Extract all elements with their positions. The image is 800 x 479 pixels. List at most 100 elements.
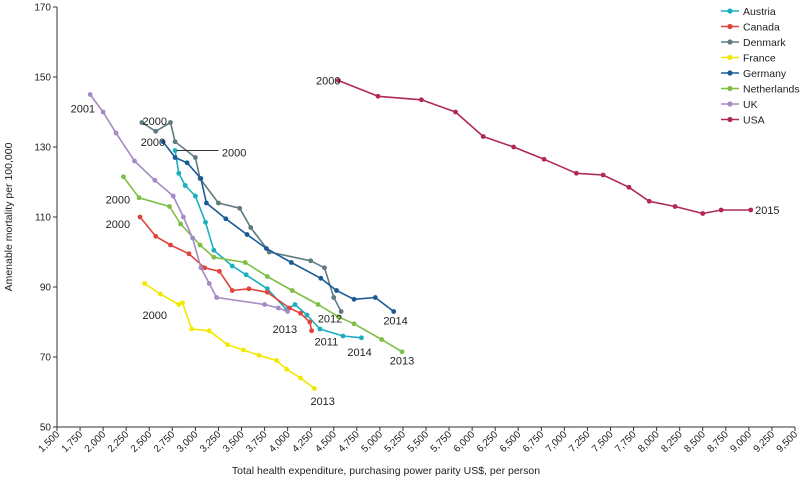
y-axis-title: Amenable mortality per 100,000 bbox=[3, 142, 15, 291]
point-uk bbox=[180, 214, 186, 220]
legend-item-usa: USA bbox=[721, 115, 765, 127]
annotation-label: 2011 bbox=[315, 336, 339, 348]
point-usa bbox=[718, 207, 724, 213]
point-usa bbox=[511, 144, 517, 150]
legend-marker-uk bbox=[727, 101, 733, 107]
point-canada bbox=[168, 242, 173, 248]
point-uk bbox=[285, 309, 291, 314]
point-austria bbox=[211, 247, 217, 253]
point-uk bbox=[190, 235, 196, 241]
point-austria bbox=[292, 302, 298, 307]
x-tick-label: 4,500 bbox=[313, 429, 339, 455]
series-group bbox=[87, 78, 754, 391]
point-france bbox=[206, 328, 212, 334]
point-uk bbox=[152, 177, 158, 183]
point-uk bbox=[87, 92, 93, 97]
point-france bbox=[176, 302, 182, 307]
point-canada bbox=[309, 328, 315, 334]
legend-item-uk: UK bbox=[721, 99, 758, 111]
point-usa bbox=[573, 170, 579, 176]
legend-marker-france bbox=[727, 54, 733, 61]
legend-item-netherlands: Netherlands bbox=[721, 84, 800, 96]
point-germany bbox=[223, 216, 229, 222]
point-austria bbox=[182, 183, 188, 188]
point-germany bbox=[172, 155, 178, 160]
y-tick-label: 130 bbox=[34, 143, 51, 154]
x-tick-label: 7,250 bbox=[567, 429, 593, 455]
point-france bbox=[240, 347, 246, 353]
point-germany bbox=[160, 139, 166, 145]
point-uk bbox=[206, 281, 212, 286]
point-austria bbox=[172, 148, 178, 153]
point-netherlands bbox=[121, 174, 126, 180]
x-tick-label: 3,750 bbox=[244, 429, 270, 455]
annotation-label: 2001 bbox=[71, 104, 95, 116]
point-canada bbox=[137, 214, 143, 220]
point-netherlands bbox=[351, 321, 357, 327]
point-canada bbox=[229, 288, 235, 293]
series-austria bbox=[172, 148, 364, 341]
point-france bbox=[157, 291, 163, 297]
x-tick-label: 6,750 bbox=[521, 429, 547, 455]
x-tick-label: 5,500 bbox=[406, 429, 432, 455]
x-tick-label: 6,250 bbox=[475, 429, 501, 455]
point-usa bbox=[672, 204, 678, 209]
point-uk bbox=[170, 193, 176, 199]
legend-marker-germany bbox=[727, 70, 733, 76]
point-usa bbox=[375, 93, 381, 99]
point-france bbox=[284, 366, 290, 372]
x-tick-label: 9,500 bbox=[775, 429, 800, 455]
point-uk bbox=[100, 109, 106, 115]
point-netherlands bbox=[289, 288, 295, 293]
point-usa bbox=[700, 211, 706, 216]
x-tick-label: 9,250 bbox=[752, 429, 778, 455]
point-denmark bbox=[172, 139, 178, 145]
series-netherlands bbox=[121, 174, 405, 355]
legend-item-france: France bbox=[721, 53, 776, 65]
point-france bbox=[142, 281, 148, 286]
legend-label-usa: USA bbox=[743, 115, 765, 127]
point-austria bbox=[340, 333, 346, 339]
point-germany bbox=[351, 296, 357, 302]
point-canada bbox=[186, 251, 192, 257]
point-usa bbox=[335, 78, 341, 83]
point-netherlands bbox=[242, 260, 248, 265]
point-usa bbox=[418, 97, 424, 103]
y-tick-label: 170 bbox=[34, 3, 51, 14]
point-denmark bbox=[139, 120, 145, 125]
x-axis-title: Total health expenditure, purchasing pow… bbox=[232, 465, 540, 477]
point-austria bbox=[229, 263, 235, 269]
annotation-label: 2000 bbox=[141, 137, 165, 149]
series-canada bbox=[137, 214, 315, 334]
legend-label-netherlands: Netherlands bbox=[743, 84, 800, 96]
series-usa bbox=[335, 78, 754, 216]
x-tick-label: 3,250 bbox=[198, 429, 224, 455]
point-france bbox=[274, 358, 279, 363]
point-austria bbox=[317, 326, 323, 332]
point-austria bbox=[243, 272, 249, 278]
point-germany bbox=[198, 176, 204, 181]
point-denmark bbox=[331, 295, 337, 300]
legend-label-austria: Austria bbox=[743, 6, 776, 18]
point-denmark bbox=[192, 155, 198, 160]
point-germany bbox=[264, 246, 269, 251]
x-tick-label: 5,750 bbox=[429, 429, 455, 455]
annotations: 2001 2000 2000 2000 2000 2000 2000 2013 2012 2011… bbox=[71, 76, 780, 408]
point-uk bbox=[198, 265, 204, 271]
point-denmark bbox=[153, 128, 159, 134]
point-austria bbox=[304, 312, 310, 318]
point-uk bbox=[132, 158, 137, 164]
legend-marker-denmark bbox=[727, 39, 733, 45]
annotation-label: 2013 bbox=[273, 324, 297, 336]
point-netherlands bbox=[197, 242, 203, 248]
annotation-label: 2000 bbox=[143, 310, 167, 322]
point-denmark bbox=[237, 205, 243, 211]
x-tick-label: 8,250 bbox=[659, 429, 685, 455]
x-tick-label: 6,500 bbox=[498, 429, 524, 455]
legend-marker-usa bbox=[727, 116, 733, 123]
point-uk bbox=[276, 305, 281, 311]
point-germany bbox=[204, 200, 209, 206]
x-tick-label: 7,000 bbox=[544, 429, 570, 455]
point-france bbox=[189, 326, 195, 332]
point-austria bbox=[176, 170, 182, 176]
